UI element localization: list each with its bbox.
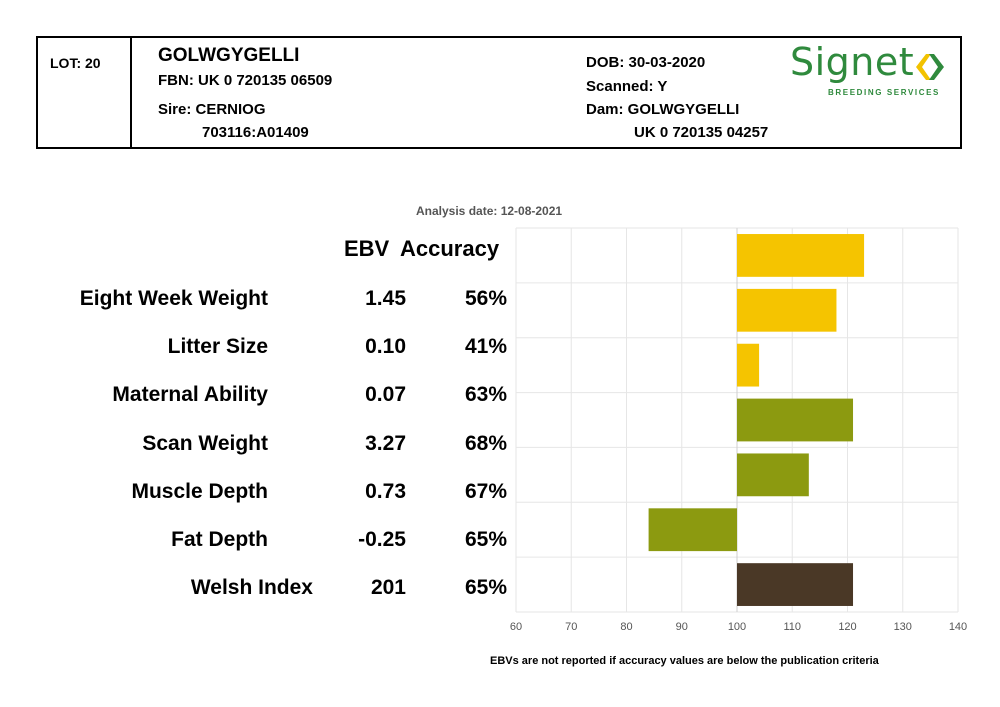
x-tick-label: 130	[894, 621, 912, 633]
lot-header: LOT: 20 GOLWGYGELLI FBN: UK 0 720135 065…	[36, 36, 962, 149]
lot-cell: LOT: 20	[38, 38, 132, 147]
scanned-status: Scanned: Y	[586, 78, 668, 95]
accuracy-column-header: Accuracy	[400, 236, 500, 261]
trait-name: Maternal Ability	[112, 383, 268, 407]
trait-ebv: 201	[370, 576, 406, 600]
trait-accuracy: 56%	[464, 287, 507, 310]
trait-name: Scan Weight	[142, 431, 268, 455]
trait-ebv: -0.25	[358, 528, 406, 551]
sire-id: 703116:A01409	[202, 124, 309, 141]
trait-accuracy: 65%	[464, 528, 507, 551]
trait-name: Muscle Depth	[131, 479, 268, 503]
trait-name: Eight Week Weight	[79, 287, 268, 310]
bar-welsh-index	[737, 563, 854, 606]
x-tick-label: 110	[783, 621, 801, 633]
analysis-date: Analysis date: 12-08-2021	[416, 204, 563, 218]
x-tick-label: 60	[510, 621, 522, 633]
bar-eight-week-weight	[737, 234, 865, 277]
trait-name: Welsh Index	[190, 576, 313, 600]
x-tick-label: 140	[949, 621, 967, 633]
trait-accuracy: 65%	[464, 576, 507, 600]
trait-accuracy: 68%	[464, 431, 507, 455]
x-tick-label: 100	[728, 621, 746, 633]
trait-accuracy: 67%	[464, 479, 507, 503]
bar-maternal-ability	[737, 343, 760, 387]
logo-wordmark: Signet	[790, 40, 915, 84]
logo-subtitle: BREEDING SERVICES	[828, 88, 940, 97]
x-tick-label: 70	[565, 621, 577, 633]
dam-id: UK 0 720135 04257	[634, 124, 769, 141]
bar-muscle-depth	[737, 453, 809, 497]
footnote: EBVs are not reported if accuracy values…	[490, 655, 879, 667]
chevrons-icon	[916, 54, 944, 80]
x-tick-label: 120	[838, 621, 856, 633]
trait-accuracy: 41%	[464, 335, 507, 359]
signet-logo: Signet BREEDING SERVICES	[790, 40, 950, 100]
x-tick-label: 90	[676, 621, 688, 633]
ebv-column-header: EBV	[344, 236, 390, 261]
trait-ebv: 0.10	[365, 335, 406, 359]
bar-fat-depth	[648, 508, 737, 552]
trait-accuracy: 63%	[464, 383, 507, 407]
bar-scan-weight	[737, 398, 854, 442]
trait-name: Fat Depth	[171, 528, 268, 551]
bar-litter-size	[737, 288, 837, 332]
lot-number: LOT: 20	[50, 55, 101, 71]
trait-name: Litter Size	[167, 335, 268, 359]
sire-name: Sire: CERNIOG	[158, 101, 266, 118]
trait-ebv: 0.73	[365, 479, 406, 503]
date-of-birth: DOB: 30-03-2020	[586, 54, 706, 71]
trait-ebv: 0.07	[365, 383, 406, 407]
trait-ebv: 1.45	[365, 287, 406, 310]
x-tick-label: 80	[620, 621, 632, 633]
trait-ebv: 3.27	[365, 431, 406, 455]
dam-name: Dam: GOLWGYGELLI	[586, 101, 740, 118]
fbn: FBN: UK 0 720135 06509	[158, 72, 333, 89]
animal-name: GOLWGYGELLI	[158, 45, 300, 66]
